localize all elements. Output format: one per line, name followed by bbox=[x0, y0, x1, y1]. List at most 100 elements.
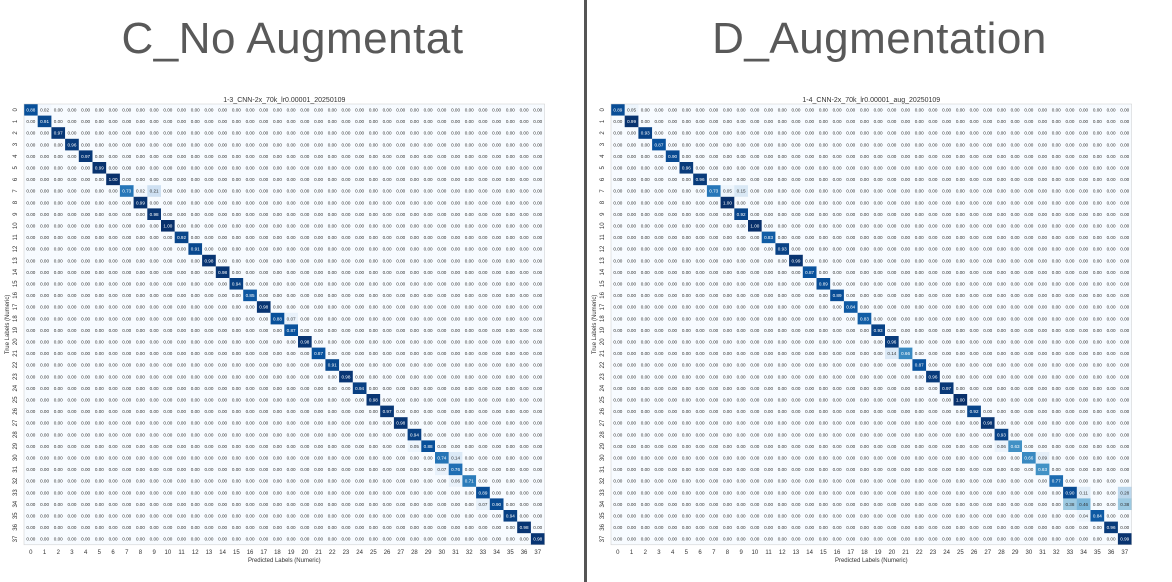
cell-value-label: 0.00 bbox=[163, 166, 172, 171]
cell-value-label: 0.00 bbox=[287, 514, 296, 519]
cell-value-label: 0.00 bbox=[970, 270, 979, 275]
cell-value-label: 0.00 bbox=[122, 119, 131, 124]
heatmap-cell bbox=[421, 405, 436, 418]
heatmap-cell bbox=[298, 463, 312, 476]
heatmap-cell bbox=[284, 440, 299, 453]
heatmap-cell bbox=[476, 185, 490, 197]
cell-value-label: 0.00 bbox=[750, 305, 759, 310]
heatmap-cell bbox=[407, 394, 422, 406]
cell-value-label: 0.00 bbox=[641, 258, 650, 263]
heatmap-cell bbox=[898, 185, 913, 197]
heatmap-cell bbox=[147, 138, 162, 151]
cell-value-label: 0.00 bbox=[1093, 340, 1102, 345]
cell-value-label: 0.00 bbox=[54, 108, 63, 113]
cell-value-label: 0.00 bbox=[81, 351, 90, 356]
heatmap-cell bbox=[256, 452, 271, 464]
cell-value-label: 0.00 bbox=[314, 467, 323, 472]
cell-value-label: 0.00 bbox=[328, 386, 337, 391]
heatmap-cell bbox=[693, 104, 708, 116]
cell-value-label: 0.00 bbox=[696, 154, 705, 159]
heatmap-cell bbox=[720, 196, 735, 209]
heatmap-cell bbox=[37, 289, 52, 302]
heatmap-cell bbox=[953, 185, 968, 197]
heatmap-cell bbox=[215, 370, 230, 383]
heatmap-cell bbox=[24, 278, 38, 290]
heatmap-cell bbox=[652, 220, 666, 232]
heatmap-cell bbox=[939, 115, 954, 128]
cell-value-label: 0.00 bbox=[136, 224, 145, 229]
cell-value-label: 0.00 bbox=[520, 200, 529, 205]
cell-value-label: 0.00 bbox=[764, 328, 773, 333]
cell-value-label: 0.00 bbox=[901, 409, 910, 414]
cell-value-label: 0.00 bbox=[451, 293, 460, 298]
cell-value-label: 0.00 bbox=[451, 142, 460, 147]
heatmap-cell bbox=[298, 173, 312, 186]
cell-value-label: 0.00 bbox=[791, 142, 800, 147]
cell-value-label: 0.00 bbox=[1065, 363, 1074, 368]
cell-value-label: 0.00 bbox=[709, 398, 718, 403]
heatmap-cell bbox=[256, 289, 271, 302]
heatmap-cell bbox=[489, 394, 504, 406]
heatmap-cell bbox=[339, 127, 353, 139]
heatmap-cell bbox=[1035, 231, 1050, 244]
cell-value-label: 0.00 bbox=[1011, 224, 1020, 229]
cell-value-label: 0.00 bbox=[437, 409, 446, 414]
heatmap-cell bbox=[229, 463, 244, 476]
heatmap-cell bbox=[761, 162, 776, 174]
heatmap-cell bbox=[407, 486, 422, 499]
cell-value-label: 0.00 bbox=[355, 409, 364, 414]
heatmap-cell bbox=[311, 347, 326, 360]
cell-value-label: 0.00 bbox=[437, 374, 446, 379]
heatmap-cell bbox=[421, 115, 436, 128]
heatmap-cell bbox=[517, 220, 532, 232]
heatmap-cell bbox=[37, 301, 52, 313]
chart-title: 1-3_CNN-2x_70k_lr0.00001_20250109 bbox=[223, 97, 345, 104]
cell-value-label: 0.00 bbox=[874, 351, 883, 356]
heatmap-cell bbox=[462, 428, 477, 441]
heatmap-cell bbox=[229, 301, 244, 313]
cell-value-label: 0.00 bbox=[232, 328, 241, 333]
heatmap-cell bbox=[37, 405, 52, 418]
cell-value-label: 0.00 bbox=[887, 316, 896, 321]
cell-value-label: 0.00 bbox=[506, 166, 515, 171]
cell-value-label: 0.00 bbox=[40, 409, 49, 414]
cell-value-label: 0.00 bbox=[136, 409, 145, 414]
cell-value-label: 0.00 bbox=[928, 131, 937, 136]
cell-value-label: 0.00 bbox=[81, 456, 90, 461]
cell-value-label: 0.00 bbox=[109, 316, 118, 321]
cell-value-label: 0.00 bbox=[204, 247, 213, 252]
cell-value-label: 0.00 bbox=[682, 398, 691, 403]
cell-value-label: 0.00 bbox=[833, 200, 842, 205]
heatmap-cell bbox=[489, 173, 504, 186]
heatmap-cell bbox=[885, 104, 899, 116]
heatmap-cell bbox=[1117, 150, 1132, 163]
heatmap-cell bbox=[421, 196, 436, 209]
cell-value-label: 0.00 bbox=[956, 340, 965, 345]
heatmap-cell bbox=[393, 382, 408, 395]
cell-value-label: 0.00 bbox=[970, 200, 979, 205]
cell-value-label: 0.00 bbox=[383, 142, 392, 147]
heatmap-cell bbox=[816, 173, 831, 186]
heatmap-cell bbox=[119, 278, 134, 290]
cell-value-label: 0.00 bbox=[627, 200, 636, 205]
cell-value-label: 0.00 bbox=[177, 154, 186, 159]
heatmap-cell bbox=[366, 289, 381, 302]
cell-value-label: 0.00 bbox=[218, 525, 227, 530]
heatmap-cell bbox=[147, 278, 162, 290]
cell-value-label: 0.00 bbox=[723, 154, 732, 159]
cell-value-label: 0.00 bbox=[26, 270, 35, 275]
cell-value-label: 0.00 bbox=[341, 467, 350, 472]
cell-value-label: 0.00 bbox=[54, 490, 63, 495]
heatmap-cell bbox=[980, 196, 995, 209]
cell-value-label: 0.00 bbox=[383, 421, 392, 426]
heatmap-cell bbox=[366, 382, 381, 395]
cell-value-label: 0.00 bbox=[410, 293, 419, 298]
cell-value-label: 0.14 bbox=[887, 351, 896, 356]
cell-value-label: 0.00 bbox=[627, 282, 636, 287]
cell-value-label: 0.00 bbox=[163, 537, 172, 542]
cell-value-label: 0.00 bbox=[246, 421, 255, 426]
cell-value-label: 0.00 bbox=[533, 374, 542, 379]
heatmap-cell bbox=[476, 370, 490, 383]
heatmap-cell bbox=[202, 417, 216, 429]
cell-value-label: 0.00 bbox=[95, 282, 104, 287]
